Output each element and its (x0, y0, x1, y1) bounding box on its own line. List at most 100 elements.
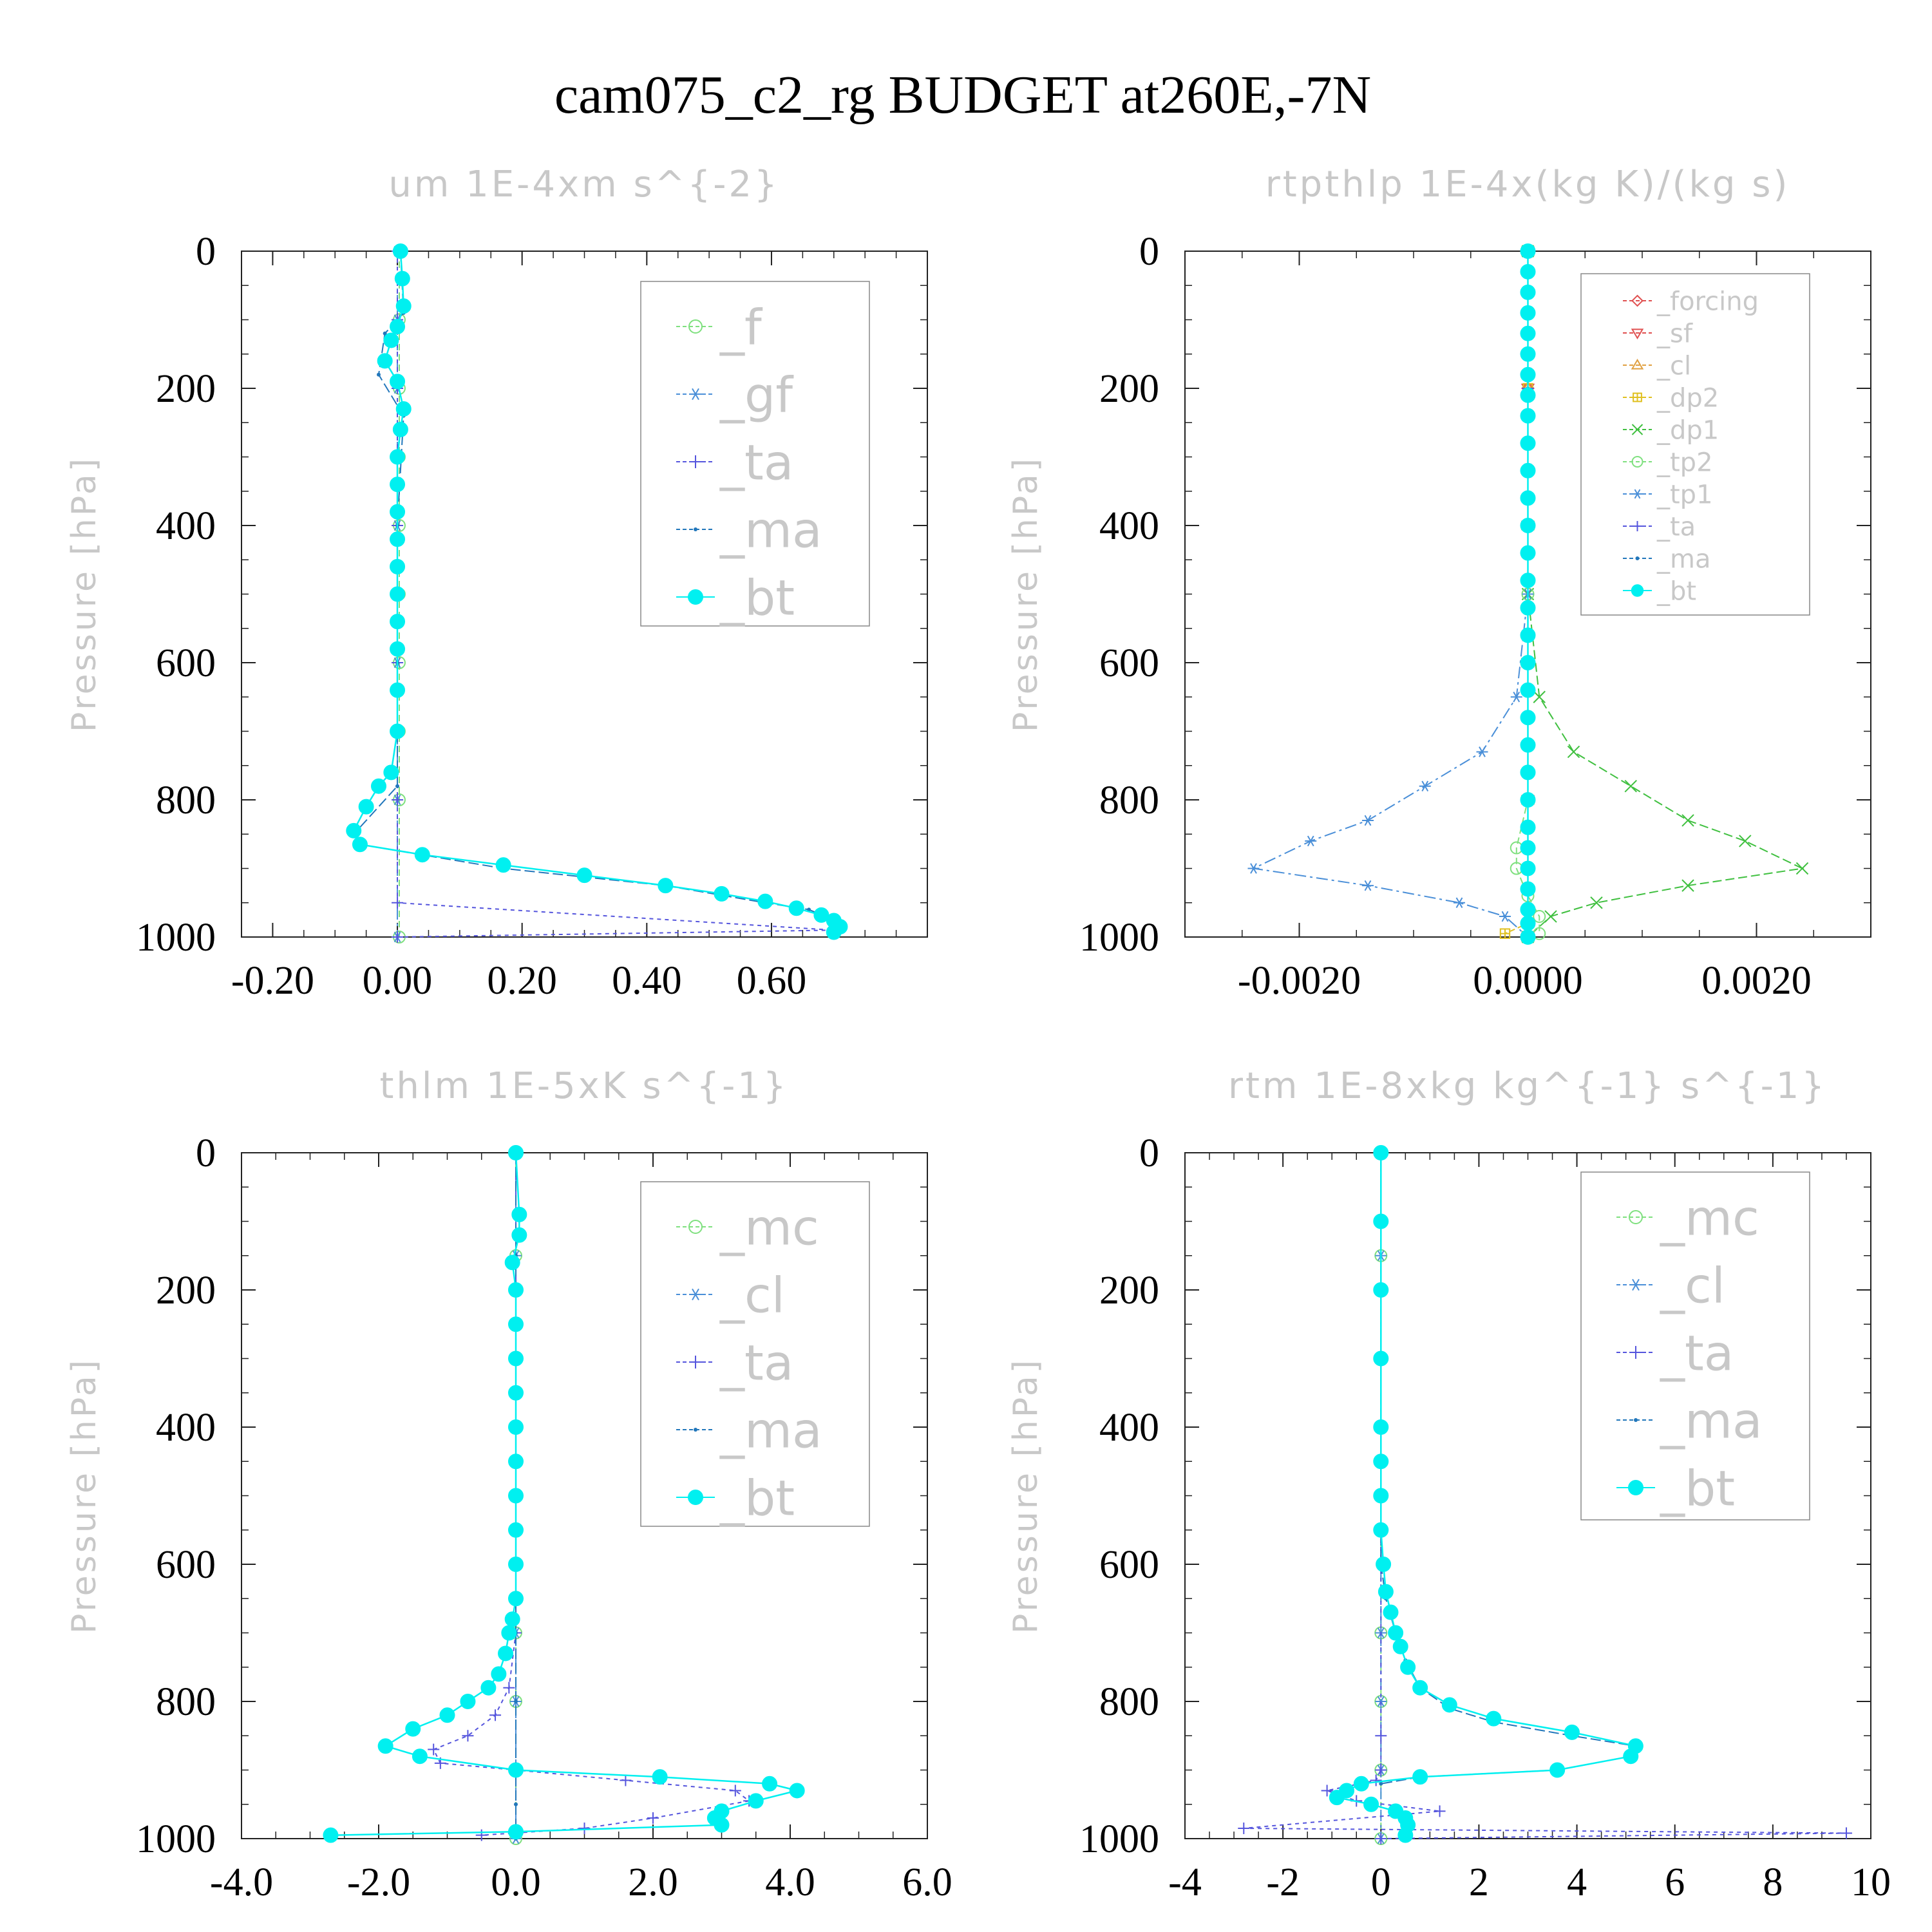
y-tick-label: 400 (1099, 1406, 1159, 1450)
data-point (383, 764, 399, 781)
data-point (1454, 897, 1465, 909)
data-point (1520, 819, 1536, 835)
y-axis-label: Pressure [hPa] (1007, 1358, 1045, 1634)
data-point (1321, 1785, 1333, 1797)
data-point (1434, 1805, 1446, 1817)
legend-label: _dp1 (1656, 415, 1719, 445)
legend-marker (689, 388, 702, 401)
y-tick-label: 1000 (1079, 916, 1159, 960)
y-axis-label: Pressure [hPa] (65, 1358, 104, 1634)
y-tick-label: 600 (1099, 1543, 1159, 1587)
legend-label: _bt (1660, 1459, 1735, 1517)
data-point (1392, 1638, 1408, 1654)
legend: _mc _cl _ta _ma _bt (1580, 1171, 1810, 1520)
data-point (390, 504, 406, 520)
x-tick-label: 6 (1665, 1861, 1685, 1904)
data-point (498, 1645, 514, 1662)
y-tick-label: 600 (156, 641, 216, 685)
series-line (330, 1152, 798, 1836)
legend-label: _sf (1656, 319, 1693, 348)
legend-marker (688, 1490, 703, 1505)
data-point (1520, 462, 1536, 478)
data-point (1520, 387, 1536, 403)
legend-label: _ma (719, 1401, 822, 1459)
data-point (392, 794, 404, 806)
legend-label: _ma (1656, 544, 1710, 574)
data-point (762, 1776, 778, 1792)
data-point (1499, 928, 1511, 939)
data-point (826, 924, 842, 940)
data-point (1590, 896, 1603, 909)
data-point (1373, 1454, 1389, 1470)
data-point (1238, 1823, 1250, 1835)
data-point (377, 1738, 393, 1754)
data-point (1376, 1557, 1392, 1572)
data-point (412, 1748, 428, 1765)
data-point (1329, 1790, 1345, 1806)
data-point (1840, 1827, 1852, 1839)
data-point (390, 641, 406, 657)
data-point (1305, 835, 1317, 847)
legend: _mc _cl _ta _ma _bt (640, 1181, 870, 1527)
data-point (1247, 863, 1260, 874)
data-point (392, 243, 408, 259)
data-point (508, 1282, 524, 1298)
data-point (390, 682, 406, 698)
data-point (462, 1730, 474, 1742)
data-point (395, 298, 412, 314)
data-point (514, 1802, 518, 1806)
data-point (395, 784, 400, 788)
data-point (377, 353, 393, 369)
data-point (1373, 1419, 1389, 1435)
legend-label: _bt (719, 569, 795, 626)
y-tick-label: 200 (1099, 1269, 1159, 1312)
series-bt (346, 243, 848, 940)
data-point (1397, 1827, 1414, 1843)
data-point (414, 847, 430, 863)
legend-label: _cl (1656, 351, 1691, 381)
panel-title: rtm 1E-8xkg kg^{-1} s^{-1} (1228, 1065, 1827, 1107)
legend-marker (689, 1288, 702, 1301)
data-point (323, 1827, 339, 1843)
data-point (508, 1762, 524, 1778)
data-point (1520, 600, 1536, 616)
data-point (1486, 1710, 1502, 1727)
data-point (390, 477, 406, 493)
legend-box (1580, 273, 1810, 616)
data-point (576, 867, 592, 884)
data-point (508, 1557, 524, 1572)
x-tick-label: -4.0 (210, 1861, 273, 1904)
series-line (432, 1153, 751, 1836)
data-point (1520, 737, 1536, 753)
data-point (652, 1769, 668, 1785)
legend-box (640, 281, 870, 627)
y-tick-label: 200 (1099, 367, 1159, 411)
data-point (508, 1316, 524, 1332)
data-point (390, 374, 406, 390)
data-point (1363, 1796, 1379, 1812)
x-tick-label: 0.00 (363, 959, 433, 1003)
legend-label: _cl (1660, 1256, 1725, 1314)
data-point (729, 1785, 741, 1797)
y-tick-label: 1000 (136, 916, 216, 960)
y-axis-label: Pressure [hPa] (1007, 456, 1045, 732)
data-point (508, 1488, 524, 1504)
data-point (647, 1812, 659, 1824)
x-tick-label: 10 (1851, 1861, 1891, 1904)
x-tick-label: 0.20 (487, 959, 557, 1003)
legend-marker (1631, 584, 1644, 597)
legend-marker (1629, 1210, 1643, 1224)
legend-label: _bt (1656, 576, 1696, 606)
x-tick-label: -2 (1266, 1861, 1300, 1904)
data-point (508, 1824, 524, 1840)
legend-box (1580, 1171, 1810, 1520)
data-point (508, 1419, 524, 1435)
legend-label: _ma (719, 501, 822, 558)
legend-label: _ta (719, 1334, 793, 1391)
data-point (620, 1774, 632, 1786)
data-point (1520, 764, 1536, 781)
legend-marker (1631, 424, 1643, 435)
data-point (504, 1611, 520, 1627)
x-tick-label: 2.0 (628, 1861, 678, 1904)
data-point (748, 1793, 764, 1809)
